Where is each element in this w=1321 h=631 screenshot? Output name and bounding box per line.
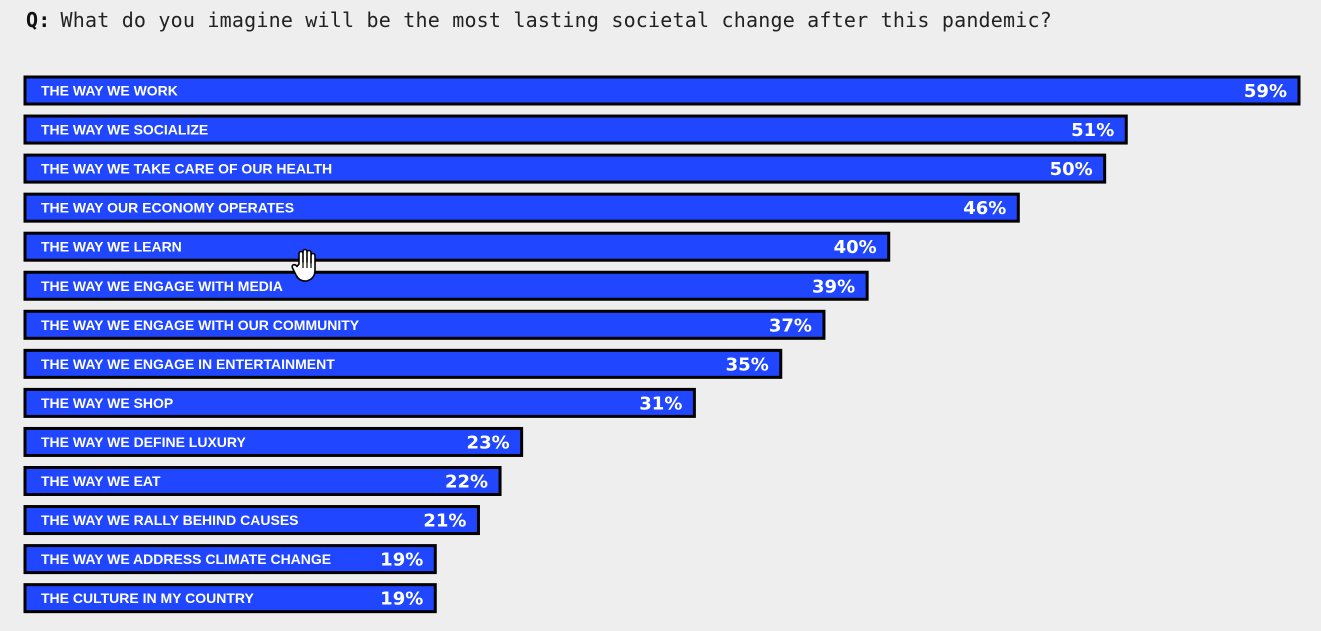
bar-category-label: THE WAY WE TAKE CARE OF OUR HEALTH (41, 161, 332, 177)
bar (23, 348, 783, 379)
hand-pointer-icon (291, 248, 316, 282)
bar-value-label: 59% (1244, 81, 1287, 102)
bar-category-label: THE WAY WE RALLY BEHIND CAUSES (41, 512, 299, 528)
bar-row: THE WAY WE ENGAGE WITH MEDIA 39% (23, 270, 869, 301)
bar-row: THE WAY WE RALLY BEHIND CAUSES 21% (23, 505, 480, 536)
bar (23, 75, 1301, 106)
bar-value-label: 35% (726, 354, 769, 375)
bar-row: THE WAY WE ENGAGE IN ENTERTAINMENT 35% (23, 348, 783, 379)
bar-row: THE WAY WE SHOP 31% (23, 387, 696, 418)
bar-row: THE WAY WE SOCIALIZE 51% (23, 114, 1128, 145)
question-heading: Q: What do you imagine will be the most l… (26, 8, 1052, 32)
bar (23, 426, 524, 457)
bar (23, 231, 891, 262)
bar (23, 309, 826, 340)
bar-value-label: 37% (769, 315, 812, 336)
bar (23, 270, 869, 301)
bar-row: THE WAY WE ADDRESS CLIMATE CHANGE 19% (23, 544, 437, 575)
bar-category-label: THE WAY WE DEFINE LUXURY (41, 434, 247, 450)
bar-row: THE CULTURE IN MY COUNTRY 19% (23, 583, 437, 614)
bar-value-label: 19% (380, 550, 423, 571)
bar-category-label: THE WAY WE WORK (41, 83, 178, 99)
bar-row: THE WAY WE LEARN 40% (23, 231, 891, 262)
bar-row: THE WAY WE EAT 22% (23, 466, 502, 496)
bar-category-label: THE WAY WE LEARN (41, 239, 182, 255)
bar (23, 153, 1107, 184)
bar-value-label: 50% (1050, 159, 1093, 180)
bar (23, 583, 437, 614)
bar-row: THE WAY WE DEFINE LUXURY 23% (23, 426, 524, 457)
bar-category-label: THE WAY WE ENGAGE WITH MEDIA (41, 278, 283, 294)
bar (23, 387, 696, 418)
bar-category-label: THE WAY WE EAT (41, 473, 161, 489)
bar-category-label: THE WAY WE ENGAGE WITH OUR COMMUNITY (41, 317, 360, 333)
bar-row: THE WAY WE WORK 59% (23, 75, 1301, 106)
bar (23, 114, 1128, 145)
bar-category-label: THE WAY WE ENGAGE IN ENTERTAINMENT (41, 356, 335, 372)
bar-row: THE WAY OUR ECONOMY OPERATES 46% (23, 192, 1020, 223)
question-text: What do you imagine will be the most las… (60, 8, 1053, 32)
bar-value-label: 39% (812, 276, 855, 297)
bar (23, 505, 480, 536)
bar-value-label: 21% (423, 511, 466, 532)
bar-category-label: THE WAY WE SOCIALIZE (41, 122, 208, 138)
bar-value-label: 23% (467, 432, 510, 453)
bar-value-label: 40% (834, 237, 877, 258)
bar-value-label: 19% (380, 589, 423, 610)
bar (23, 466, 502, 496)
bar-category-label: THE CULTURE IN MY COUNTRY (41, 590, 255, 606)
bar-category-label: THE WAY WE ADDRESS CLIMATE CHANGE (41, 551, 331, 567)
bar-category-label: THE WAY OUR ECONOMY OPERATES (41, 200, 294, 216)
bar-row: THE WAY WE TAKE CARE OF OUR HEALTH 50% (23, 153, 1107, 184)
bar (23, 192, 1020, 223)
bar-value-label: 31% (639, 393, 682, 414)
bar-value-label: 22% (445, 472, 488, 493)
question-prefix: Q: (26, 8, 51, 32)
bar-value-label: 46% (963, 198, 1006, 219)
bar (23, 544, 437, 575)
bar-row: THE WAY WE ENGAGE WITH OUR COMMUNITY 37% (23, 309, 826, 340)
bar-value-label: 51% (1071, 120, 1114, 141)
bar-category-label: THE WAY WE SHOP (41, 395, 173, 411)
